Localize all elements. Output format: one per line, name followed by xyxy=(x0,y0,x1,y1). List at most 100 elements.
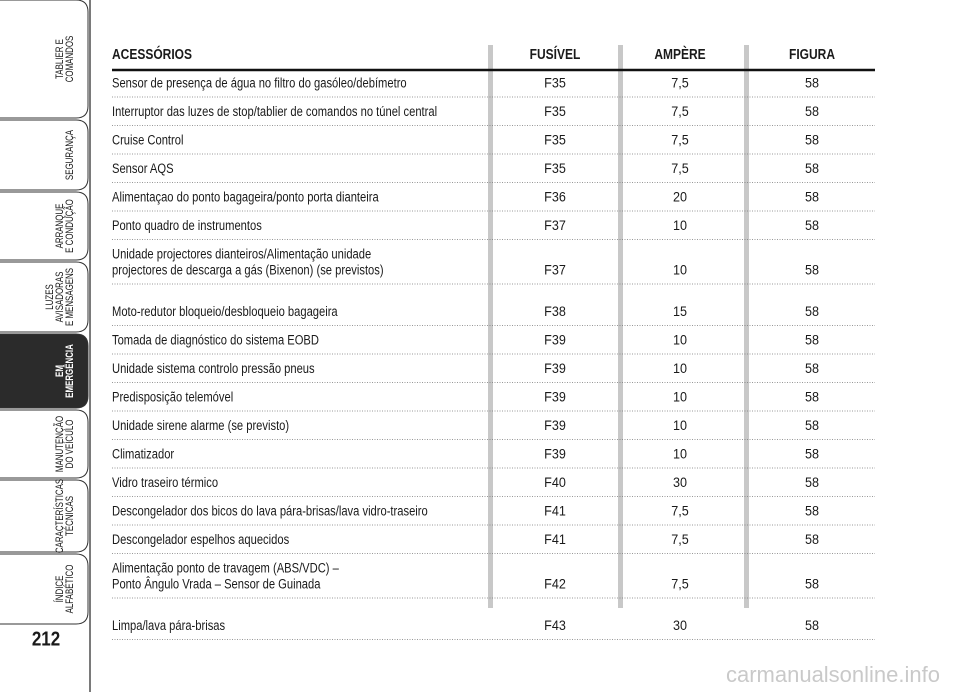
tab-label: LUZES xyxy=(44,284,57,310)
tab-label: SEGURANÇA xyxy=(64,129,77,180)
fuse: F41 xyxy=(544,532,566,548)
accessory: Ponto quadro de instrumentos xyxy=(112,218,262,233)
figure: 58 xyxy=(805,418,819,434)
accessory: Descongelador espelhos aquecidos xyxy=(112,532,289,547)
fuse: F39 xyxy=(544,389,566,405)
ampere: 10 xyxy=(673,332,687,348)
ampere: 7,5 xyxy=(671,161,689,177)
ampere: 7,5 xyxy=(671,503,689,519)
ampere: 30 xyxy=(673,618,687,634)
accessory: projectores de descarga a gás (Bixenon) … xyxy=(112,263,384,278)
accessory: Unidade projectores dianteiros/Alimentaç… xyxy=(112,247,371,262)
accessory: Alimentação ponto de travagem (ABS/VDC) … xyxy=(112,561,340,576)
figure: 58 xyxy=(805,361,819,377)
tab-label: ARRANQUE xyxy=(54,204,67,249)
tab-label: AVISADORAS xyxy=(54,272,67,323)
accessory: Vidro traseiro térmico xyxy=(112,475,218,490)
accessory: Unidade sirene alarme (se previsto) xyxy=(112,418,289,433)
tab-label: COMANDOS xyxy=(64,36,77,83)
tab-label: CARACTERÍSTICAS xyxy=(54,479,67,553)
tab xyxy=(0,409,89,479)
ampere: 30 xyxy=(673,475,687,491)
column-bar xyxy=(488,45,493,608)
tab-label: E MENSAGENS xyxy=(64,268,77,326)
column-bar xyxy=(744,45,749,608)
accessory: Descongelador dos bicos do lava pára-bri… xyxy=(112,504,428,519)
tab xyxy=(0,479,89,553)
tab-label: ÍNDICE xyxy=(54,576,67,603)
fuse: F38 xyxy=(544,304,566,320)
tab xyxy=(0,261,89,333)
tab-active xyxy=(0,333,89,409)
fuse: F39 xyxy=(544,446,566,462)
tab-label: EMERGÊNCIA xyxy=(63,344,77,398)
figure: 58 xyxy=(805,576,819,592)
accessory: Sensor de presença de água no filtro do … xyxy=(112,76,407,91)
figure: 58 xyxy=(805,161,819,177)
fuse: F37 xyxy=(544,262,566,278)
accessory: Ponto Ângulo Vrada – Sensor de Guinada xyxy=(112,575,321,592)
ampere: 10 xyxy=(673,361,687,377)
tab-label: E CONDUÇÃO xyxy=(64,199,77,253)
accessory: Sensor AQS xyxy=(112,161,174,176)
ampere: 7,5 xyxy=(671,75,689,91)
ampere: 10 xyxy=(673,218,687,234)
tab xyxy=(0,191,89,261)
accessory: Unidade sistema controlo pressão pneus xyxy=(112,361,315,376)
accessory: Tomada de diagnóstico do sistema EOBD xyxy=(112,333,319,348)
figure: 58 xyxy=(805,532,819,548)
figure: 58 xyxy=(805,75,819,91)
accessory: Moto-redutor bloqueio/desbloqueio bagage… xyxy=(112,304,338,319)
tab-label: EM xyxy=(54,365,67,377)
figure: 58 xyxy=(805,132,819,148)
fuse: F35 xyxy=(544,132,566,148)
ampere: 7,5 xyxy=(671,132,689,148)
column-header: ACESSÓRIOS xyxy=(112,46,192,63)
ampere: 10 xyxy=(673,389,687,405)
ampere: 10 xyxy=(673,418,687,434)
fuse: F39 xyxy=(544,332,566,348)
fuse: F41 xyxy=(544,503,566,519)
accessory: Limpa/lava pára-brisas xyxy=(112,618,225,633)
column-header: AMPÈRE xyxy=(654,46,705,63)
accessory: Interruptor das luzes de stop/tablier de… xyxy=(112,104,437,119)
fuse: F35 xyxy=(544,104,566,120)
ampere: 10 xyxy=(673,446,687,462)
accessory: Alimentaçao do ponto bagageira/ponto por… xyxy=(112,190,380,205)
figure: 58 xyxy=(805,189,819,205)
fuse: F42 xyxy=(544,576,566,592)
tab-label: TABLIER E xyxy=(54,39,67,79)
fuse: F37 xyxy=(544,218,566,234)
accessory: Climatizador xyxy=(112,447,174,462)
tab xyxy=(0,0,89,119)
figure: 58 xyxy=(805,446,819,462)
ampere: 7,5 xyxy=(671,576,689,592)
figure: 58 xyxy=(805,618,819,634)
figure: 58 xyxy=(805,475,819,491)
fuse: F43 xyxy=(544,618,566,634)
fuse: F39 xyxy=(544,361,566,377)
figure: 58 xyxy=(805,503,819,519)
fuse: F35 xyxy=(544,161,566,177)
figure: 58 xyxy=(805,332,819,348)
fuse: F40 xyxy=(544,475,566,491)
figure: 58 xyxy=(805,218,819,234)
column-header: FUSÍVEL xyxy=(530,46,581,63)
fuse: F36 xyxy=(544,189,566,205)
ampere: 7,5 xyxy=(671,532,689,548)
tab-label: ALFABÉTICO xyxy=(64,565,77,614)
figure: 58 xyxy=(805,389,819,405)
column-header: FIGURA xyxy=(789,46,835,63)
watermark: carmanualsonline.info xyxy=(726,662,940,687)
fuse: F35 xyxy=(544,75,566,91)
figure: 58 xyxy=(805,104,819,120)
ampere: 10 xyxy=(673,262,687,278)
tab-label: MANUTENÇÃO xyxy=(54,416,67,472)
tab-label: DO VEÍCULO xyxy=(64,420,77,469)
figure: 58 xyxy=(805,304,819,320)
ampere: 20 xyxy=(673,189,687,205)
page-number: 212 xyxy=(32,627,60,650)
ampere: 15 xyxy=(673,304,687,320)
fuse: F39 xyxy=(544,418,566,434)
